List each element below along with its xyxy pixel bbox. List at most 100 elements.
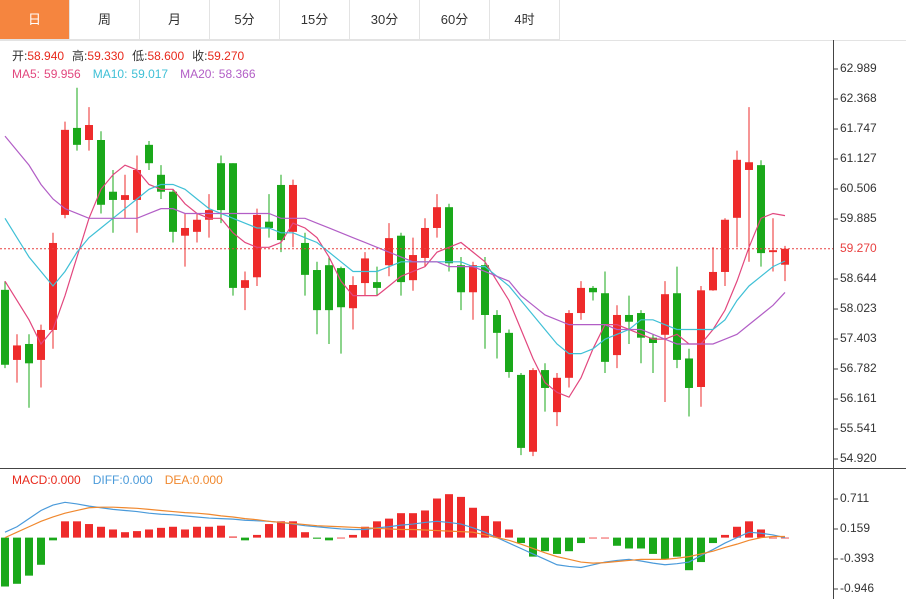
macd-bar — [373, 521, 381, 538]
candle-body — [229, 163, 237, 288]
candle-body — [157, 174, 165, 192]
legend: 开:58.940 高:59.330 低:58.600 收:59.270 — [12, 48, 245, 63]
macd-bar — [625, 537, 633, 549]
legend-text: DEA: — [165, 473, 193, 487]
macd-bar — [193, 526, 201, 538]
tab[interactable]: 周 — [70, 0, 140, 40]
line — [4, 183, 786, 355]
legend: MACD:0.000 DIFF:0.000 DEA:0.000 — [12, 473, 223, 487]
candle-body — [181, 227, 189, 236]
macd-bar — [133, 531, 141, 538]
candle-body — [337, 268, 345, 308]
candle-body — [409, 255, 417, 281]
candle-body — [709, 271, 717, 291]
legend-text: 高: — [72, 48, 87, 63]
macd-bar — [577, 537, 585, 544]
candle-body — [325, 265, 333, 311]
macd-bar — [61, 521, 69, 538]
macd-bar — [205, 526, 213, 538]
period-tabs: 日 周 月 5分 15分 30分 60分 4时 — [0, 0, 560, 40]
tab[interactable]: 月 — [140, 0, 210, 40]
candle-body — [349, 285, 357, 309]
macd-bar — [313, 537, 321, 539]
candle-body — [745, 162, 753, 170]
macd-bar — [157, 527, 165, 538]
y-tick-label: 59.885 — [840, 211, 877, 225]
candle-body — [505, 332, 513, 373]
candle-body — [253, 214, 261, 278]
macd-bar — [589, 537, 597, 539]
tab[interactable]: 4时 — [490, 0, 560, 40]
macd-bar — [649, 537, 657, 554]
tab[interactable]: 日 — [0, 0, 70, 40]
y-tick-label: 61.747 — [840, 121, 877, 135]
candle-body — [397, 235, 405, 283]
y-tick-label: 62.989 — [840, 61, 877, 75]
y-tick-label: 56.782 — [840, 361, 877, 375]
candle-body — [37, 329, 45, 360]
macd-bar — [553, 537, 561, 554]
macd-bar — [241, 537, 249, 541]
candle-body — [529, 370, 537, 452]
tab[interactable]: 15分 — [280, 0, 350, 40]
line — [4, 506, 785, 564]
y-tick-label: 61.127 — [840, 151, 877, 165]
candle-body — [553, 377, 561, 413]
candle-body — [61, 129, 69, 215]
macd-bar — [613, 537, 621, 546]
candle-body — [217, 163, 225, 211]
macd-bar — [469, 507, 477, 538]
candle-body — [25, 343, 33, 364]
y-tick-label: 58.644 — [840, 271, 877, 285]
legend-text: 开: — [12, 49, 27, 63]
legend-text: 0.000 — [51, 473, 81, 487]
candle-body — [733, 159, 741, 218]
macd-bar — [289, 521, 297, 538]
candle-body — [13, 345, 21, 360]
tab[interactable]: 30分 — [350, 0, 420, 40]
macd-bar — [73, 521, 81, 538]
candle-body — [517, 374, 525, 448]
last-price-box — [834, 240, 884, 257]
candle-body — [601, 293, 609, 362]
macd-bar — [661, 537, 669, 560]
macd-bar — [85, 524, 93, 538]
macd-bar — [169, 526, 177, 538]
legend-text: 收: — [192, 49, 207, 63]
legend-text: 低: — [132, 49, 147, 63]
tab[interactable]: 60分 — [420, 0, 490, 40]
y-tick-label: 60.506 — [840, 181, 877, 195]
legend-text: 59.270 — [207, 49, 244, 63]
candle-body — [313, 270, 321, 311]
macd-bar — [409, 513, 417, 538]
candle-body — [301, 242, 309, 275]
candle-body — [289, 184, 297, 232]
legend-text: 58.940 — [27, 49, 64, 63]
candle-body — [457, 265, 465, 293]
candle-body — [697, 290, 705, 387]
macd-bar — [481, 515, 489, 538]
candle-body — [121, 195, 129, 200]
legend-text: 58.366 — [219, 67, 256, 81]
macd-bar — [733, 526, 741, 538]
legend-text: 59.017 — [131, 67, 168, 81]
tab[interactable]: 5分 — [210, 0, 280, 40]
legend-text: 58.600 — [147, 49, 184, 63]
macd-bar — [385, 518, 393, 538]
macd-bar — [277, 521, 285, 538]
candle-body — [673, 293, 681, 360]
candle-body — [493, 314, 501, 333]
macd-bar — [697, 537, 705, 563]
macd-bar — [229, 536, 237, 538]
candle-body — [1, 289, 9, 365]
y-tick-label: 55.541 — [840, 421, 877, 435]
candle-body — [721, 219, 729, 272]
candle-body — [769, 250, 777, 253]
macd-bar — [217, 525, 225, 538]
candle-body — [625, 314, 633, 322]
legend-text: DIFF: — [93, 473, 123, 487]
macd-bar — [301, 532, 309, 538]
macd-bar — [1, 537, 9, 587]
candle-body — [541, 370, 549, 388]
